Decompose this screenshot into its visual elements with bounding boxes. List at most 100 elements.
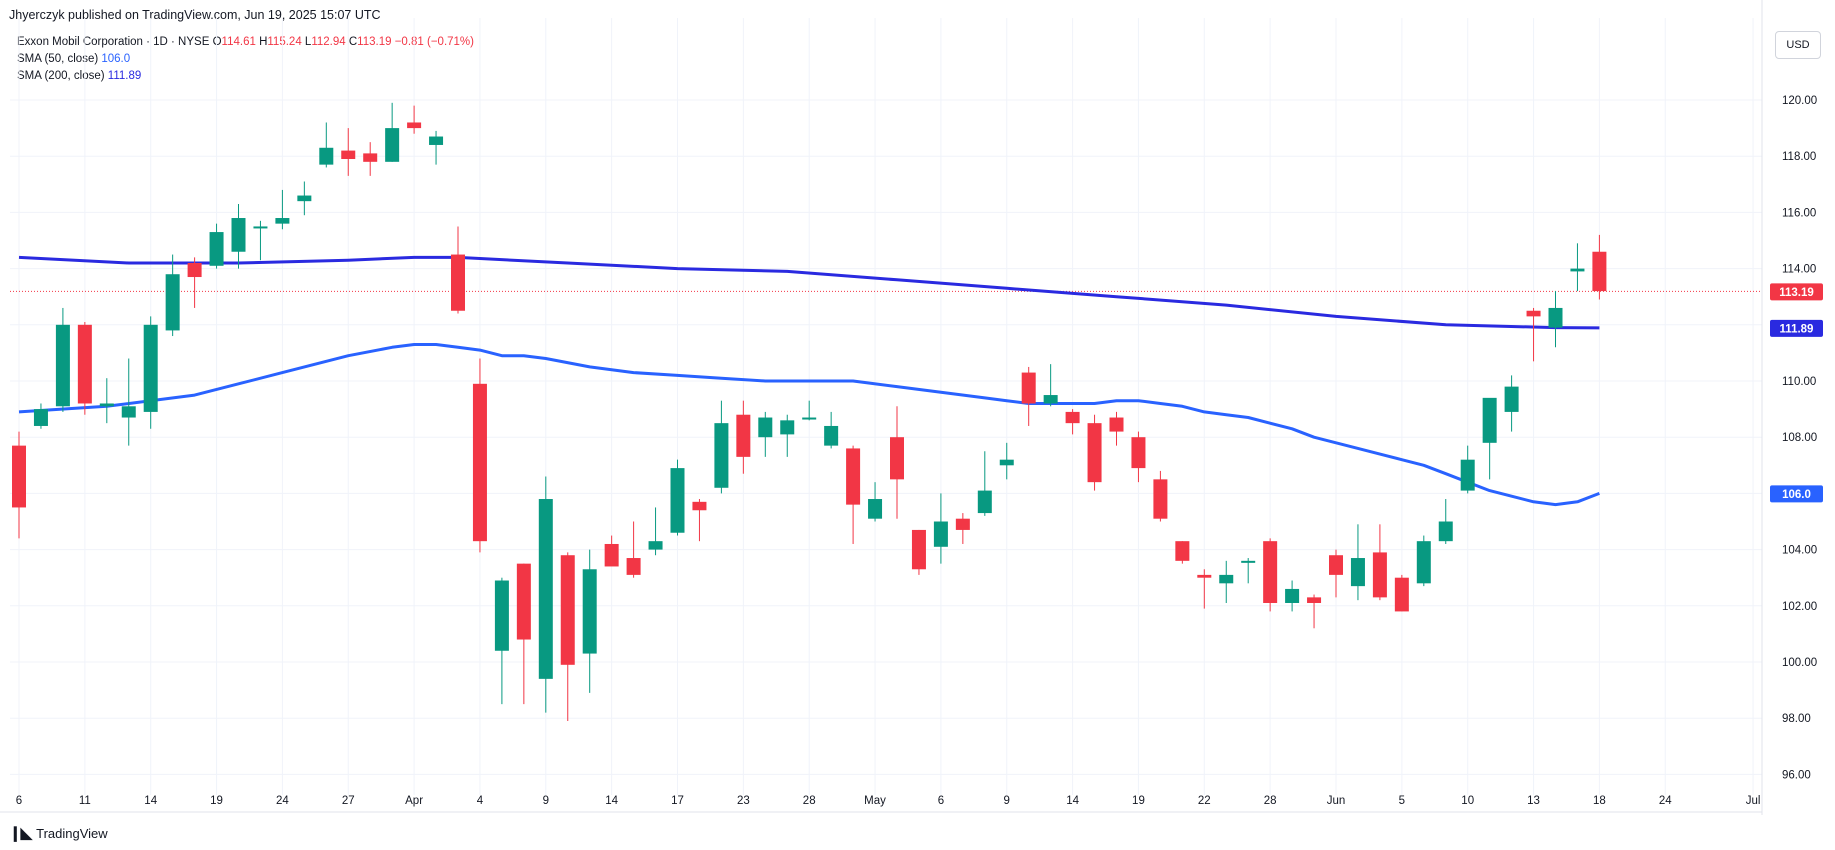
candle-body	[1482, 397, 1497, 443]
candle	[1329, 549, 1343, 598]
candle-body	[451, 254, 465, 311]
sma200-badge-bg	[1770, 319, 1823, 337]
candle	[1438, 499, 1453, 544]
candle	[977, 451, 992, 516]
candle-body	[121, 406, 136, 418]
candle-body	[1153, 479, 1168, 519]
candle-body	[1109, 417, 1124, 432]
candle-body	[604, 543, 619, 567]
candle-body	[911, 529, 926, 570]
candle	[890, 406, 904, 519]
candle-body	[1570, 268, 1585, 272]
candle	[648, 507, 663, 556]
x-tick-label: 5	[1399, 795, 1405, 807]
candle-body	[341, 150, 356, 160]
candle	[253, 220, 268, 261]
candle	[824, 411, 839, 449]
candle	[911, 529, 926, 575]
candle-body	[670, 468, 685, 533]
candle-body	[494, 580, 509, 651]
candle-body	[1329, 555, 1343, 575]
candle-body	[275, 218, 290, 224]
candle-body	[1285, 588, 1300, 603]
y-tick-label: 110.00	[1782, 376, 1816, 388]
y-tick-label: 114.00	[1782, 264, 1816, 276]
x-tick-label: 9	[543, 795, 549, 807]
x-tick-label: 28	[803, 795, 816, 807]
candle-body	[12, 445, 26, 508]
close-value: 113.19	[357, 36, 392, 48]
sma50-legend[interactable]: SMA (50, close) 106.0	[17, 51, 474, 68]
x-tick-label: 10	[1461, 795, 1474, 807]
candle	[560, 552, 575, 722]
candle	[165, 254, 180, 337]
x-tick-label: 23	[737, 795, 750, 807]
candle	[429, 130, 444, 165]
candle	[692, 499, 707, 542]
high-label: H	[259, 36, 268, 48]
candle	[1263, 538, 1278, 612]
y-tick-label: 102.00	[1782, 601, 1817, 613]
candle-body	[582, 569, 597, 654]
candle	[758, 411, 773, 457]
candle	[670, 459, 685, 536]
candle-body	[824, 425, 839, 446]
candle	[1153, 470, 1168, 522]
candle-body	[977, 490, 992, 514]
x-tick-label: 6	[938, 795, 944, 807]
candle-body	[472, 383, 487, 542]
candle-body	[187, 262, 202, 278]
candle-body	[758, 417, 773, 438]
candle	[868, 482, 883, 522]
y-tick-label: 104.00	[1782, 545, 1817, 557]
candle-body	[1460, 459, 1475, 491]
y-tick-label: 96.00	[1782, 769, 1811, 781]
brand-name: TradingView	[36, 825, 108, 841]
candle	[1570, 243, 1585, 292]
currency-button[interactable]: USD	[1775, 31, 1821, 59]
candle	[780, 414, 795, 457]
candle-body	[999, 459, 1014, 466]
candle-body	[1065, 411, 1080, 424]
candle	[385, 102, 400, 162]
candle	[626, 521, 641, 578]
candle-body	[736, 414, 751, 457]
candle-body	[1131, 437, 1146, 469]
candle-body	[780, 420, 795, 435]
candle-body	[429, 136, 444, 145]
sma50-label: SMA (50, close)	[17, 53, 99, 65]
candle	[1372, 524, 1387, 601]
candle-body	[33, 409, 48, 426]
close-label: C	[348, 36, 358, 48]
candle-body	[1438, 521, 1453, 542]
x-tick-label: 24	[276, 795, 289, 807]
candle	[209, 223, 224, 269]
sma50-badge: 106.0	[1782, 489, 1811, 501]
x-tick-label: 19	[210, 795, 223, 807]
candle	[363, 142, 378, 176]
candle-body	[1592, 251, 1607, 292]
x-tick-label: 14	[144, 795, 157, 807]
sma200-legend[interactable]: SMA (200, close) 111.89	[17, 68, 474, 85]
x-tick-label: 11	[79, 795, 91, 807]
last-price-badge-bg	[1770, 283, 1823, 301]
x-tick-label: 9	[1004, 795, 1010, 807]
candle-body	[1350, 558, 1365, 587]
candle-body	[692, 501, 707, 511]
candle	[582, 549, 597, 693]
candle-body	[319, 147, 334, 165]
symbol-title[interactable]: Exxon Mobil Corporation · 1D · NYSE	[17, 36, 210, 48]
candle	[1394, 574, 1409, 612]
candle-body	[1043, 395, 1058, 404]
x-tick-label: 17	[671, 795, 684, 807]
candle-body	[1372, 552, 1387, 598]
candle-body	[802, 417, 817, 420]
x-tick-label: 13	[1527, 795, 1540, 807]
open-value: 114.61	[221, 36, 256, 48]
candle-body	[1197, 574, 1212, 578]
candle	[999, 442, 1014, 480]
candle	[538, 476, 553, 713]
candle	[1592, 234, 1607, 300]
candle-body	[1241, 560, 1256, 563]
